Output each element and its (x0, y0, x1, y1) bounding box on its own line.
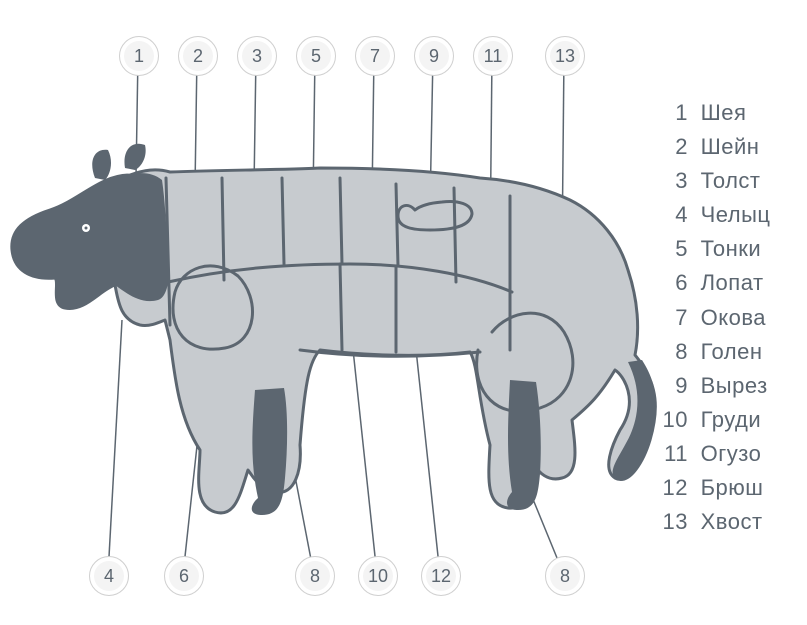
cut-marker-13: 13 (545, 36, 585, 76)
beef-cuts-diagram: { "diagram": { "type": "infographic", "b… (0, 0, 807, 625)
legend-row-7: 7 Окова (660, 301, 771, 335)
legend: 1 Шея2 Шейн3 Толст4 Челыц5 Тонки6 Лопат7… (660, 96, 771, 539)
legend-row-5: 5 Тонки (660, 232, 771, 266)
legend-number: 13 (660, 505, 688, 539)
legend-number: 11 (660, 437, 688, 471)
legend-number: 6 (660, 266, 688, 300)
legend-label: Вырез (694, 373, 768, 398)
cut-marker-6: 6 (164, 556, 204, 596)
legend-number: 7 (660, 301, 688, 335)
legend-number: 2 (660, 130, 688, 164)
cut-marker-8: 8 (545, 556, 585, 596)
cut-marker-12: 12 (421, 556, 461, 596)
legend-row-11: 11 Огузо (660, 437, 771, 471)
legend-label: Голен (694, 339, 763, 364)
legend-label: Тонки (694, 236, 761, 261)
legend-row-8: 8 Голен (660, 335, 771, 369)
marker-number: 8 (560, 566, 570, 587)
cut-marker-1: 1 (119, 36, 159, 76)
legend-row-9: 9 Вырез (660, 369, 771, 403)
legend-label: Хвост (694, 509, 763, 534)
cut-marker-9: 9 (414, 36, 454, 76)
legend-number: 9 (660, 369, 688, 403)
legend-row-1: 1 Шея (660, 96, 771, 130)
legend-label: Огузо (694, 441, 761, 466)
marker-number: 13 (555, 46, 575, 67)
legend-label: Челыц (694, 202, 771, 227)
marker-number: 4 (104, 566, 114, 587)
cut-marker-4: 4 (89, 556, 129, 596)
legend-label: Окова (694, 305, 766, 330)
legend-row-13: 13 Хвост (660, 505, 771, 539)
marker-number: 1 (134, 46, 144, 67)
legend-row-10: 10 Груди (660, 403, 771, 437)
marker-number: 3 (252, 46, 262, 67)
legend-row-6: 6 Лопат (660, 266, 771, 300)
marker-number: 9 (429, 46, 439, 67)
legend-label: Шея (694, 100, 746, 125)
legend-row-3: 3 Толст (660, 164, 771, 198)
marker-number: 10 (368, 566, 388, 587)
legend-row-12: 12 Брюш (660, 471, 771, 505)
legend-number: 12 (660, 471, 688, 505)
legend-number: 10 (660, 403, 688, 437)
marker-number: 5 (311, 46, 321, 67)
legend-label: Груди (694, 407, 761, 432)
marker-number: 12 (431, 566, 451, 587)
legend-number: 3 (660, 164, 688, 198)
cut-marker-11: 11 (473, 36, 513, 76)
marker-number: 7 (370, 46, 380, 67)
marker-number: 2 (193, 46, 203, 67)
legend-label: Брюш (694, 475, 763, 500)
legend-label: Шейн (694, 134, 759, 159)
cut-marker-3: 3 (237, 36, 277, 76)
legend-row-4: 4 Челыц (660, 198, 771, 232)
cut-marker-2: 2 (178, 36, 218, 76)
cut-marker-8: 8 (295, 556, 335, 596)
legend-label: Лопат (694, 270, 764, 295)
cut-marker-10: 10 (358, 556, 398, 596)
legend-number: 8 (660, 335, 688, 369)
legend-number: 4 (660, 198, 688, 232)
legend-row-2: 2 Шейн (660, 130, 771, 164)
marker-number: 6 (179, 566, 189, 587)
marker-number: 8 (310, 566, 320, 587)
cut-marker-7: 7 (355, 36, 395, 76)
cut-marker-5: 5 (296, 36, 336, 76)
legend-label: Толст (694, 168, 761, 193)
marker-number: 11 (484, 46, 503, 67)
legend-number: 1 (660, 96, 688, 130)
legend-number: 5 (660, 232, 688, 266)
